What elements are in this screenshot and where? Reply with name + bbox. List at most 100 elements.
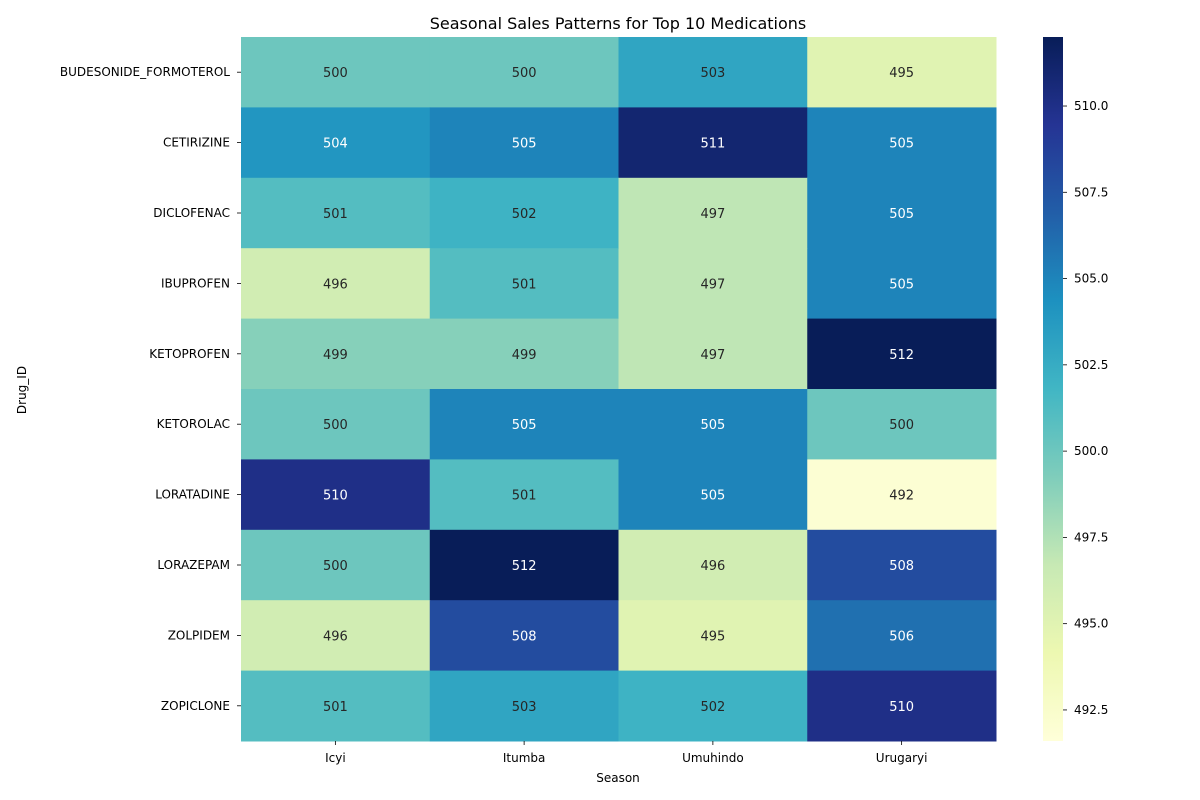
cell-value-label: 505	[889, 277, 914, 292]
y-tick-label: CETIRIZINE	[163, 136, 230, 150]
y-axis-label: Drug_ID	[15, 366, 29, 414]
heatmap-cell	[618, 600, 808, 672]
cell-value-label: 495	[889, 66, 914, 81]
heatmap-cell	[429, 600, 619, 672]
cell-value-label: 505	[512, 418, 537, 433]
heatmap-cell	[241, 248, 431, 320]
colorbar-tick-label: 495.0	[1074, 617, 1108, 631]
cell-value-label: 504	[323, 137, 348, 152]
heatmap-cell	[807, 177, 997, 249]
cell-value-label: 512	[512, 559, 537, 574]
heatmap-cells: 500 500 503 495 504 505 511 505 501 502 497 505 496 5…	[241, 37, 997, 742]
cell-value-label: 502	[700, 700, 725, 715]
y-tick-label: ZOLPIDEM	[168, 628, 230, 642]
cell-value-label: 510	[889, 700, 914, 715]
heatmap-cell	[241, 600, 431, 672]
heatmap-cell	[429, 177, 619, 249]
cell-value-label: 510	[323, 489, 348, 504]
cell-value-label: 500	[323, 66, 348, 81]
cell-value-label: 500	[323, 418, 348, 433]
x-tick-label: Urugaryi	[876, 751, 928, 765]
heatmap-cell	[807, 318, 997, 390]
heatmap-cell	[618, 389, 808, 460]
colorbar	[1043, 37, 1063, 741]
heatmap-cell	[429, 459, 619, 531]
heatmap-cell	[618, 107, 808, 179]
cell-value-label: 497	[700, 277, 725, 292]
colorbar-tick-label: 492.5	[1074, 703, 1108, 717]
cell-value-label: 508	[512, 629, 537, 644]
heatmap-cell	[807, 248, 997, 320]
y-tick-label: IBUPROFEN	[161, 276, 230, 290]
heatmap-cell	[807, 37, 997, 108]
heatmap-cell	[618, 248, 808, 320]
heatmap-cell	[618, 318, 808, 390]
heatmap-cell	[618, 37, 808, 108]
heatmap-cell	[429, 529, 619, 601]
cell-value-label: 497	[700, 207, 725, 222]
colorbar-tick-label: 497.5	[1074, 530, 1108, 544]
cell-value-label: 505	[700, 489, 725, 504]
cell-value-label: 501	[512, 489, 537, 504]
cell-value-label: 508	[889, 559, 914, 574]
cell-value-label: 500	[512, 66, 537, 81]
x-tick-labels: Icyi Itumba Umuhindo Urugaryi	[325, 741, 927, 765]
cell-value-label: 501	[323, 700, 348, 715]
cell-value-label: 501	[323, 207, 348, 222]
x-axis-label: Season	[596, 771, 640, 785]
heatmap-cell	[241, 389, 431, 460]
cell-value-label: 492	[889, 489, 914, 504]
colorbar-tick-label: 507.5	[1074, 185, 1108, 199]
x-tick-label: Itumba	[503, 751, 546, 765]
heatmap-cell	[618, 177, 808, 249]
heatmap-cell	[807, 600, 997, 672]
heatmap-cell	[241, 37, 431, 108]
heatmap-cell	[618, 670, 808, 742]
heatmap-cell	[429, 670, 619, 742]
cell-value-label: 505	[889, 207, 914, 222]
colorbar-tick-label: 502.5	[1074, 358, 1108, 372]
heatmap-cell	[429, 107, 619, 179]
heatmap-cell	[241, 177, 431, 249]
colorbar-tick-label: 500.0	[1074, 444, 1108, 458]
cell-value-label: 495	[700, 629, 725, 644]
heatmap-cell	[241, 318, 431, 390]
x-tick-label: Icyi	[325, 751, 346, 765]
y-tick-label: DICLOFENAC	[153, 206, 230, 220]
cell-value-label: 496	[700, 559, 725, 574]
cell-value-label: 503	[512, 700, 537, 715]
heatmap-cell	[807, 389, 997, 460]
heatmap-cell	[429, 37, 619, 108]
heatmap-cell	[241, 670, 431, 742]
cell-value-label: 496	[323, 629, 348, 644]
cell-value-label: 496	[323, 277, 348, 292]
y-tick-label: LORATADINE	[155, 488, 230, 502]
heatmap-cell	[807, 529, 997, 601]
heatmap-cell	[618, 529, 808, 601]
cell-value-label: 505	[700, 418, 725, 433]
heatmap-cell	[241, 459, 431, 531]
heatmap-cell	[618, 459, 808, 531]
heatmap-cell	[241, 107, 431, 179]
cell-value-label: 499	[512, 348, 537, 363]
x-tick-label: Umuhindo	[682, 751, 744, 765]
heatmap-cell	[241, 529, 431, 601]
heatmap-cell	[807, 459, 997, 531]
cell-value-label: 505	[889, 137, 914, 152]
cell-value-label: 502	[512, 207, 537, 222]
y-tick-labels: BUDESONIDE_FORMOTEROL CETIRIZINE DICLOFENA…	[60, 65, 241, 713]
heatmap-cell	[807, 107, 997, 179]
heatmap-cell	[429, 248, 619, 320]
cell-value-label: 503	[700, 66, 725, 81]
y-tick-label: BUDESONIDE_FORMOTEROL	[60, 65, 230, 79]
cell-value-label: 500	[323, 559, 348, 574]
cell-value-label: 511	[700, 137, 725, 152]
cell-value-label: 501	[512, 277, 537, 292]
cell-value-label: 505	[512, 137, 537, 152]
cell-value-label: 499	[323, 348, 348, 363]
heatmap-cell	[429, 389, 619, 460]
chart-title: Seasonal Sales Patterns for Top 10 Medic…	[430, 14, 807, 33]
y-tick-label: ZOPICLONE	[161, 699, 230, 713]
cell-value-label: 512	[889, 348, 914, 363]
